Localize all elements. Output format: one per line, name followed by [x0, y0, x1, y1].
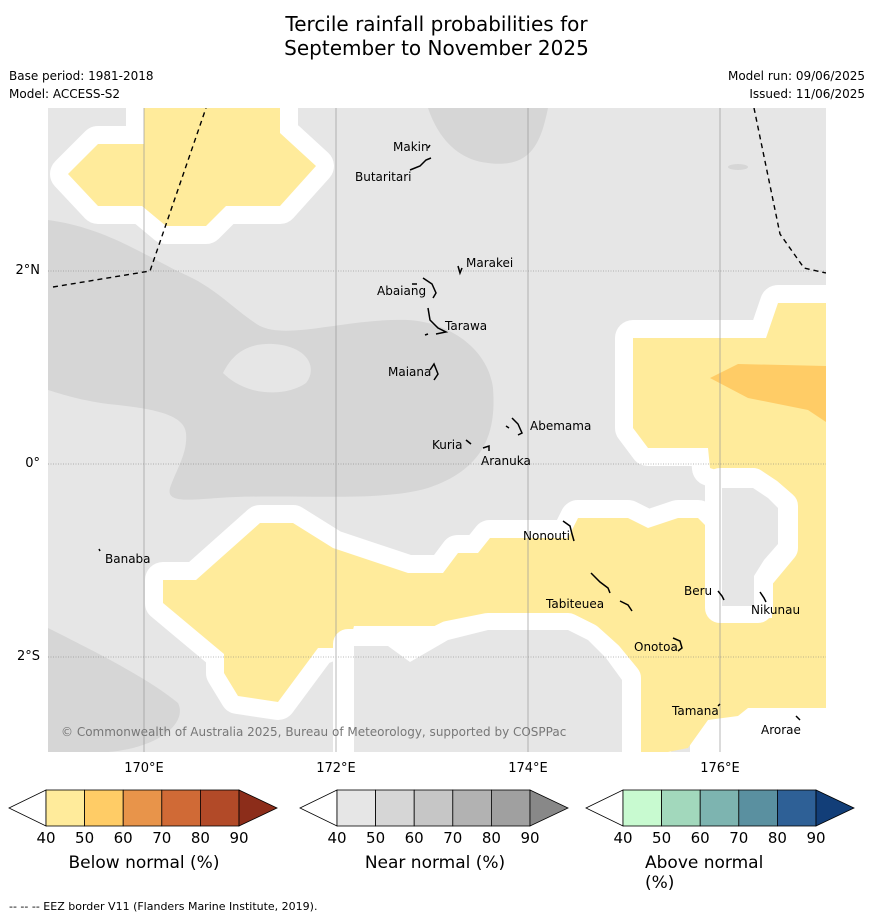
model-run: Model run: 09/06/2025 [727, 69, 865, 83]
below-normal-north-patch [68, 108, 316, 226]
below-normal-south-region [163, 303, 826, 752]
colorbar-tick-label: 70 [443, 829, 463, 847]
colorbar-segment [161, 789, 201, 827]
island-label-marakei: Marakei [466, 256, 513, 270]
meridians [143, 108, 721, 752]
colorbar-tick-label: 90 [520, 829, 540, 847]
gridlines [48, 270, 826, 658]
near-normal-lighter-hole [223, 343, 311, 393]
colorbar-extend-high [815, 789, 855, 827]
colorbar-segment [199, 789, 240, 827]
lon-label-174e: 174°E [508, 761, 548, 776]
island-label-arorae: Arorae [761, 723, 801, 737]
colorbar-segment [452, 789, 492, 827]
colorbar-tick-label: 60 [113, 829, 133, 847]
island-label-tamana: Tamana [671, 704, 719, 718]
colorbar-tick-label: 50 [366, 829, 386, 847]
near-normal-south-pocket-fill [354, 630, 622, 752]
colorbar-extend-low [299, 789, 338, 827]
below-normal-60-region [710, 364, 826, 422]
copyright-text: © Commonwealth of Australia 2025, Bureau… [61, 725, 566, 739]
lon-label-172e: 172°E [316, 761, 356, 776]
colorbar-segment [776, 789, 817, 827]
island-label-tarawa: Tarawa [444, 319, 487, 333]
colorbar-segment [375, 789, 415, 827]
colorbar-tick-label: 80 [767, 829, 787, 847]
meta-left: Base period: 1981-2018 Model: ACCESS-S2 [9, 67, 154, 103]
colorbar-tick-label: 80 [481, 829, 501, 847]
meta-right: Model run: 09/06/2025 Issued: 11/06/2025 [728, 67, 865, 103]
colorbar-segment [490, 789, 531, 827]
eez-footer-note: -- -- -- EEZ border V11 (Flanders Marine… [9, 900, 318, 913]
colorbar-tick-label: 70 [152, 829, 172, 847]
lon-label-176e: 176°E [700, 761, 740, 776]
island-label-abaiang: Abaiang [377, 284, 426, 298]
eez-borders [52, 108, 826, 288]
map-title: Tercile rainfall probabilities for Septe… [0, 12, 873, 60]
island-label-maiana: Maiana [388, 365, 431, 379]
colorbar-segment [738, 789, 778, 827]
rainfall-map: Makin Butaritari Marakei Abaiang Tarawa … [48, 108, 826, 752]
colorbar-segment [122, 789, 163, 827]
lon-label-170e: 170°E [124, 761, 164, 776]
lat-label-0: 0° [25, 456, 40, 471]
island-label-onotoa: Onotoa [634, 640, 678, 654]
near-normal-small-patch [728, 164, 748, 170]
colorbar-tick-label: 40 [327, 829, 347, 847]
colorbar-segment [413, 789, 454, 827]
lat-label-2n: 2°N [15, 263, 41, 278]
island-label-abemama: Abemama [530, 419, 591, 433]
below-normal-50-regions [68, 108, 826, 752]
colorbar-tick-label: 50 [652, 829, 672, 847]
colorbar-title-near-normal: Near normal (%) [364, 853, 506, 873]
colorbar-near-normal [299, 789, 569, 827]
issued-date: Issued: 11/06/2025 [749, 87, 865, 101]
colorbar-tick-label: 60 [404, 829, 424, 847]
colorbar-segment [661, 789, 701, 827]
island-label-banaba: Banaba [105, 552, 151, 566]
colorbar-segment [45, 789, 85, 827]
base-period: Base period: 1981-2018 [9, 69, 154, 83]
colorbar-segment [84, 789, 124, 827]
title-line-2: September to November 2025 [284, 36, 589, 60]
colorbar-tick-label: 70 [729, 829, 749, 847]
colorbar-extend-low [8, 789, 47, 827]
colorbar-tick-label: 90 [806, 829, 826, 847]
colorbar-title-above-normal: Above normal (%) [645, 853, 764, 893]
island-label-butaritari: Butaritari [355, 170, 412, 184]
colorbar-below-normal [8, 789, 278, 827]
island-label-nikunau: Nikunau [751, 603, 800, 617]
colorbar-tick-label: 40 [613, 829, 633, 847]
island-labels: Makin Butaritari Marakei Abaiang Tarawa … [105, 140, 801, 737]
colorbar-above-normal [585, 789, 855, 827]
colorbar-extend-high [529, 789, 569, 827]
colorbar-extend-low [585, 789, 624, 827]
colorbar-tick-label: 60 [690, 829, 710, 847]
colorbar-tick-label: 50 [75, 829, 95, 847]
lat-label-2s: 2°S [16, 649, 40, 664]
colorbar-tick-label: 90 [229, 829, 249, 847]
colorbar-tick-label: 80 [190, 829, 210, 847]
island-outlines [98, 144, 801, 721]
island-label-beru: Beru [684, 584, 712, 598]
model-name: Model: ACCESS-S2 [9, 87, 121, 101]
near-normal-mid-bottomleft [48, 628, 180, 752]
colorbar-extend-high [238, 789, 278, 827]
colorbar-segment [622, 789, 662, 827]
near-normal-mid-top [428, 108, 548, 164]
near-normal-east-pocket [722, 488, 778, 606]
island-label-tabiteuea: Tabiteuea [545, 597, 604, 611]
island-label-nonouti: Nonouti [523, 529, 570, 543]
colorbar-tick-label: 40 [36, 829, 56, 847]
colorbar-segment [336, 789, 376, 827]
colorbar-segment [699, 789, 740, 827]
colorbar-title-below-normal: Below normal (%) [68, 853, 220, 873]
island-label-makin: Makin [393, 140, 429, 154]
title-line-1: Tercile rainfall probabilities for [285, 12, 588, 36]
island-label-aranuka: Aranuka [481, 454, 531, 468]
island-label-kuria: Kuria [432, 438, 463, 452]
